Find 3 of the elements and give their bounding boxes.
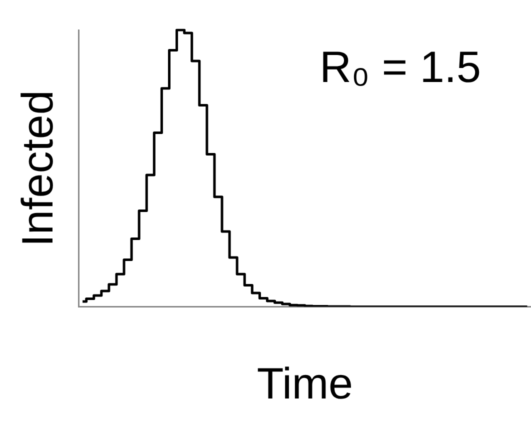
y-axis-title: Infected <box>14 90 63 247</box>
x-axis-title: Time <box>256 360 353 409</box>
annotation: R₀ = 1.5 <box>320 43 481 92</box>
